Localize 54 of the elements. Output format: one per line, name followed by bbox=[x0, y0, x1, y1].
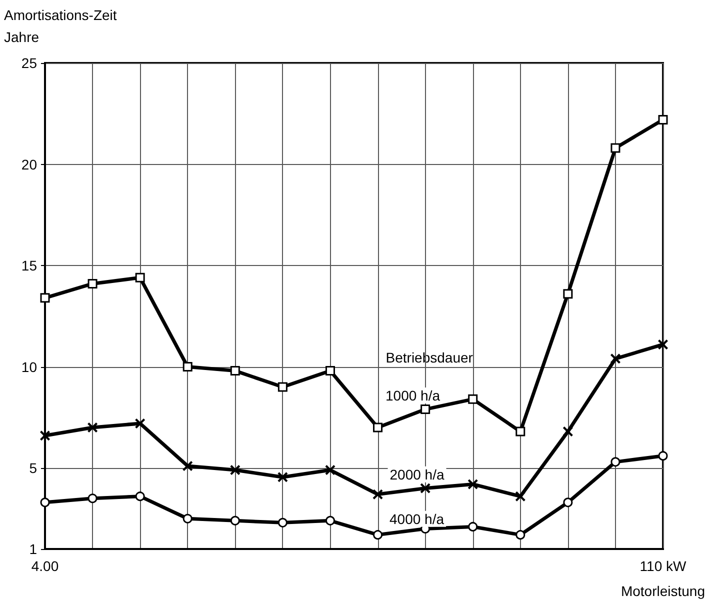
y-tick-label: 25 bbox=[21, 55, 38, 71]
y-tick-label: 10 bbox=[21, 358, 38, 375]
point bbox=[563, 289, 573, 299]
y-axis-title: Amortisations-Zeit Jahre bbox=[4, 7, 117, 45]
point bbox=[373, 422, 383, 432]
point bbox=[230, 516, 240, 526]
point bbox=[135, 272, 145, 282]
point bbox=[182, 362, 192, 372]
point bbox=[40, 498, 50, 508]
series-label: 2000 h/a bbox=[390, 466, 444, 482]
point bbox=[278, 518, 288, 528]
point bbox=[610, 143, 620, 153]
point bbox=[658, 451, 668, 461]
point bbox=[88, 422, 98, 432]
point bbox=[515, 491, 526, 502]
point bbox=[88, 494, 98, 504]
point bbox=[610, 354, 620, 364]
point bbox=[182, 514, 192, 524]
point bbox=[230, 366, 240, 376]
point bbox=[278, 382, 288, 392]
point bbox=[325, 465, 336, 476]
x-tick-label: 110 kW bbox=[640, 558, 687, 574]
point bbox=[40, 293, 50, 303]
point bbox=[468, 394, 478, 404]
point bbox=[325, 516, 335, 526]
point bbox=[610, 457, 620, 467]
point bbox=[516, 530, 526, 540]
point bbox=[420, 483, 430, 494]
point bbox=[182, 460, 193, 471]
point bbox=[658, 339, 668, 350]
point bbox=[135, 418, 146, 428]
point bbox=[468, 522, 478, 532]
point bbox=[40, 430, 50, 441]
point bbox=[468, 479, 478, 490]
y-tick-label: 1 bbox=[29, 541, 38, 557]
point bbox=[230, 465, 240, 476]
point bbox=[88, 278, 98, 288]
point bbox=[516, 426, 526, 436]
y-tick-label: 20 bbox=[21, 156, 38, 172]
y-tick-label: 5 bbox=[29, 460, 38, 476]
point bbox=[135, 492, 145, 502]
x-tick-label: 4.00 bbox=[31, 558, 59, 574]
point bbox=[420, 404, 430, 414]
series-label: 1000 h/a bbox=[386, 388, 440, 404]
point bbox=[658, 114, 668, 124]
point bbox=[563, 498, 573, 508]
point bbox=[562, 426, 573, 437]
point bbox=[372, 489, 383, 500]
series-label: 4000 h/a bbox=[390, 510, 444, 527]
point bbox=[373, 530, 383, 540]
point bbox=[325, 366, 335, 376]
point bbox=[278, 472, 288, 482]
x-axis-title: Motorleistung bbox=[620, 583, 706, 599]
y-tick-label: 15 bbox=[21, 258, 38, 274]
